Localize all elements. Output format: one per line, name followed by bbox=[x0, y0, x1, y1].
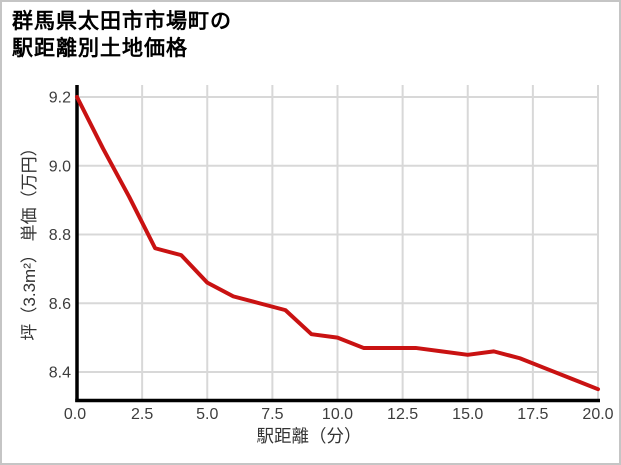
x-tick-label: 10.0 bbox=[322, 406, 353, 423]
x-tick-label: 17.5 bbox=[517, 406, 548, 423]
x-tick-label: 7.5 bbox=[261, 406, 283, 423]
y-tick-label: 8.6 bbox=[49, 296, 71, 313]
y-tick-label: 8.4 bbox=[49, 365, 71, 382]
x-tick-label: 0.0 bbox=[64, 406, 86, 423]
y-axis-title: 坪（3.3m²） 単価（万円） bbox=[20, 139, 39, 340]
x-tick-label: 5.0 bbox=[196, 406, 218, 423]
x-tick-label: 2.5 bbox=[131, 406, 153, 423]
x-tick-label: 20.0 bbox=[582, 406, 613, 423]
price-line bbox=[75, 95, 600, 392]
x-tick-label: 15.0 bbox=[452, 406, 483, 423]
chart-title-line1: 群馬県太田市市場町の bbox=[12, 10, 232, 33]
y-tick-label: 9.2 bbox=[49, 90, 71, 107]
chart-title: 群馬県太田市市場町の 駅距離別土地価格 bbox=[12, 8, 232, 62]
y-tick-labels: 9.2 9.0 8.8 8.6 8.4 bbox=[49, 90, 71, 382]
chart-title-line2: 駅距離別土地価格 bbox=[12, 37, 188, 60]
x-axis-title: 駅距離（分） bbox=[257, 426, 362, 446]
x-tick-labels: 0.0 2.5 5.0 7.5 10.0 12.5 15.0 17.5 20.0 bbox=[64, 406, 614, 423]
x-tick-label: 12.5 bbox=[387, 406, 418, 423]
gridlines bbox=[77, 85, 599, 399]
y-tick-label: 9.0 bbox=[49, 158, 71, 175]
y-tick-label: 8.8 bbox=[49, 227, 71, 244]
